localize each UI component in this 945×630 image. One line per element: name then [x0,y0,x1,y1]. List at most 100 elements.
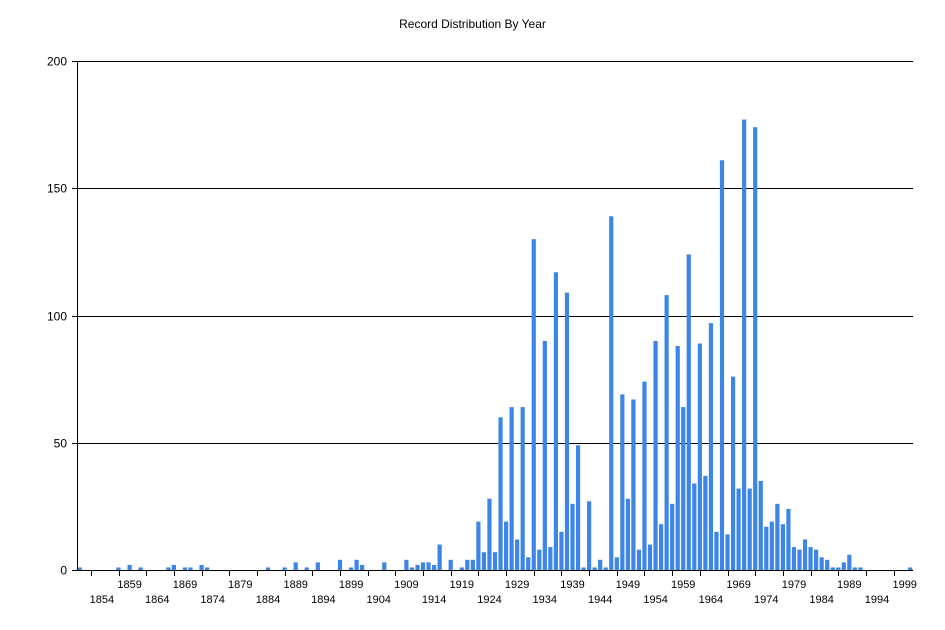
x-tick-label: 1889 [283,579,307,591]
bar [509,407,514,570]
x-tick-label: 1869 [173,579,197,591]
bar [553,272,558,570]
y-tick-label: 0 [60,564,67,578]
bar [719,160,725,570]
x-tick-label: 1984 [809,594,833,606]
bar [498,417,503,570]
bar [764,526,769,570]
bar [686,254,691,571]
bar [620,394,625,570]
chart-title: Record Distribution By Year [399,17,546,31]
x-tick-label: 1964 [699,594,723,606]
x-tick-label: 1859 [117,579,141,591]
bar [769,521,774,570]
x-tick-label: 1954 [643,594,667,606]
x-tick-label: 1884 [256,594,280,606]
bar [642,381,647,570]
x-tick-label: 1944 [588,594,612,606]
bar [775,503,780,570]
bar [847,554,852,570]
y-tick-label: 150 [47,182,67,196]
bar [708,323,714,570]
bar [182,567,188,570]
bar [315,562,320,570]
bar [753,127,758,571]
gridlines [77,61,913,444]
bar [542,340,547,570]
x-tick-label: 1989 [837,579,861,591]
bar [409,567,415,570]
x-tick-label: 1979 [782,579,806,591]
bar [736,488,741,570]
bar [614,557,619,570]
bar [858,567,863,570]
bar [476,521,481,570]
bar [503,521,509,570]
bar [852,567,857,570]
y-tick-label: 100 [47,310,67,324]
x-tick-label: 1864 [145,594,169,606]
bar [797,549,802,570]
bar [830,567,835,570]
bar [791,547,797,570]
bar [570,503,575,570]
bar [166,567,171,570]
bar [780,524,785,570]
bar [337,559,343,570]
bar [470,559,475,570]
bar [531,239,536,570]
bar [714,531,719,570]
bar [730,376,736,570]
bar [481,552,487,570]
x-tick-label: 1914 [422,594,446,606]
bar [548,547,553,570]
bar [415,564,420,570]
x-tick-label: 1894 [311,594,335,606]
bar [664,295,669,570]
bar [802,539,808,570]
bar [432,564,437,570]
bar [515,539,520,570]
bar [681,407,686,570]
y-tick-labels: 0 50 100 150 200 [47,55,67,578]
bar [404,559,409,570]
x-tick-label: 1879 [228,579,252,591]
x-tick-labels: 1859 1869 1879 1889 1899 1909 1919 1929 1939 1949… [90,579,917,606]
x-tick-label: 1999 [892,579,916,591]
bar [559,531,564,570]
x-tick-label: 1994 [865,594,889,606]
bar [282,567,287,570]
bar [836,567,841,570]
bar [631,399,636,570]
bar [742,119,747,570]
x-tick-label: 1949 [616,579,640,591]
x-tick-label: 1929 [505,579,529,591]
bar [581,567,586,570]
bar [908,567,913,570]
bar [603,567,608,570]
bar [265,567,271,570]
bar [171,564,176,570]
bar [520,407,525,570]
bar [675,346,680,570]
bar [526,557,531,570]
bar [592,567,597,570]
bar [293,562,298,570]
bar [459,567,464,570]
x-tick-label: 1934 [533,594,557,606]
x-tick-label: 1959 [671,579,695,591]
bar [199,564,204,570]
bar [205,567,210,570]
bar [354,559,359,570]
bar [786,508,791,570]
bar [77,567,82,570]
x-tick-label: 1974 [754,594,778,606]
x-tick-label: 1919 [450,579,474,591]
bar [492,552,498,570]
x-tick-label: 1939 [560,579,584,591]
x-tick-label: 1854 [90,594,114,606]
bar [360,564,365,570]
bar [437,544,442,570]
x-tick-label: 1874 [200,594,224,606]
